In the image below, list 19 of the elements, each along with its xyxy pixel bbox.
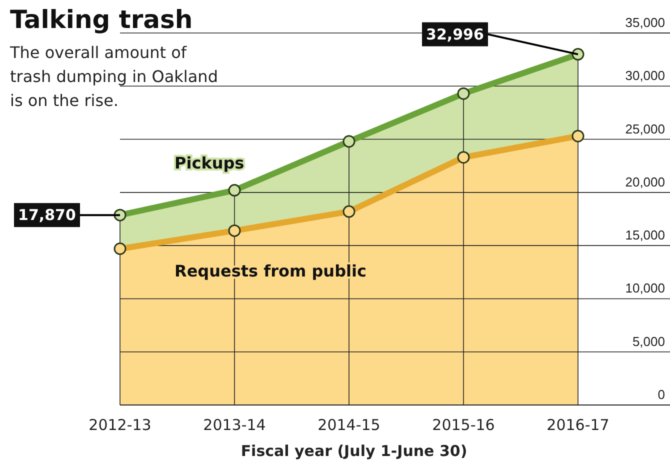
- x-tick-label: 2014-15: [318, 416, 380, 434]
- data-label: 17,870: [18, 206, 76, 224]
- y-tick-label: 5,000: [632, 334, 665, 349]
- y-tick-label: 25,000: [625, 121, 665, 136]
- y-tick-label: 35,000: [625, 15, 665, 30]
- data-label: 32,996: [426, 25, 484, 44]
- text: The overall amount of trash dumping in Oakland is on the rise.: [9, 43, 218, 110]
- x-axis-title: Fiscal year (July 1-June 30): [240, 442, 468, 460]
- x-tick-label: 2016-17: [546, 416, 610, 434]
- x-tick-label: 2012-13: [88, 416, 152, 434]
- x-tick-label: 2013-14: [203, 416, 266, 434]
- y-tick-label: 10,000: [625, 280, 665, 296]
- chart-title: Talking trash: [10, 5, 193, 34]
- series-label: Pickups: [174, 153, 244, 172]
- x-tick-label: 2015-16: [432, 416, 495, 434]
- y-tick-label: 30,000: [625, 68, 665, 84]
- y-tick-label: 0: [658, 387, 665, 402]
- y-tick-label: 15,000: [625, 228, 665, 243]
- y-tick-label: 20,000: [625, 174, 665, 190]
